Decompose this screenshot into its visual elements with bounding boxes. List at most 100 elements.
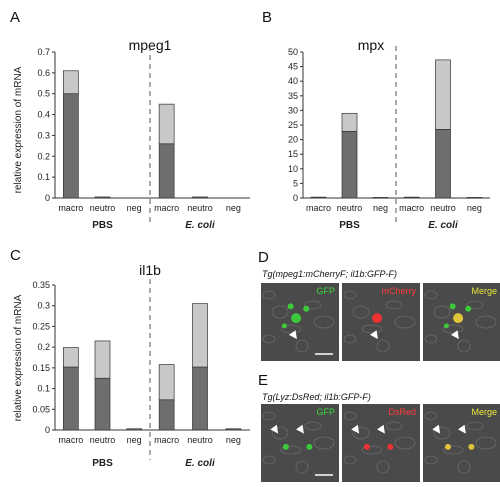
fluorescent-cell	[449, 303, 456, 310]
bar-segment	[94, 196, 111, 199]
x-tick-label: neg	[127, 435, 142, 445]
tissue-texture	[295, 339, 309, 353]
tissue-texture	[394, 436, 416, 450]
arrowhead-icon	[270, 424, 279, 434]
x-tick-label: neg	[127, 203, 142, 213]
chart-mpeg1: mpeg1 relative expression of mRNA 0 0.1 0.…	[13, 37, 250, 231]
y-tick-label: 0.3	[37, 301, 50, 311]
bar-segment	[94, 377, 111, 431]
chart-title: mpeg1	[129, 37, 172, 53]
tissue-texture	[271, 305, 289, 319]
tissue-texture	[457, 339, 471, 353]
x-tick-label: neutro	[187, 203, 213, 213]
y-tick-label: 0.5	[37, 89, 50, 99]
transgenic-title: Tg(mpeg1:mCherryF; il1b:GFP-F)	[262, 269, 397, 279]
tissue-texture	[295, 460, 309, 474]
fluorescent-cell	[465, 305, 472, 312]
y-tick-label: 0.15	[32, 363, 50, 373]
bar-segment	[158, 103, 175, 145]
group-label-pbs: PBS	[339, 220, 360, 231]
arrowhead-icon	[370, 330, 378, 340]
y-tick-label: 40	[288, 76, 298, 86]
tissue-texture	[424, 411, 438, 421]
tissue-texture	[385, 300, 403, 310]
tissue-texture	[442, 324, 464, 334]
group-label-pbs: PBS	[92, 458, 113, 469]
y-tick-label: 10	[288, 164, 298, 174]
tissue-texture	[262, 334, 276, 344]
channel-label: mCherry	[381, 286, 416, 296]
bar-segment	[126, 428, 143, 431]
chart-il1b: il1b relative expression of mRNA 0 0.05 0.…	[13, 262, 250, 469]
arrowhead-icon	[377, 424, 385, 434]
microscopy-panel-e: Tg(Lyz:DsRed; il1b:GFP-F) GFP DsRed Merge	[261, 392, 500, 482]
tissue-texture	[313, 315, 335, 329]
fluorescent-cell	[287, 303, 294, 310]
chart-title: mpx	[358, 37, 384, 53]
fluorescent-cell	[303, 305, 310, 312]
y-tick-label: 0.1	[37, 384, 50, 394]
tissue-texture	[466, 421, 484, 431]
bar-segment	[341, 112, 358, 132]
tissue-texture	[280, 324, 302, 334]
tissue-texture	[361, 324, 383, 334]
panel-letter-d: D	[258, 249, 269, 266]
tissue-texture	[442, 445, 464, 455]
tissue-texture	[352, 305, 370, 319]
tissue-texture	[376, 460, 390, 474]
tissue-texture	[262, 411, 276, 421]
transgenic-title: Tg(Lyz:DsRed; il1b:GFP-F)	[262, 392, 371, 402]
bar-segment	[466, 197, 483, 199]
fluorescent-cell	[443, 323, 449, 329]
x-tick-label: macro	[154, 203, 179, 213]
tissue-texture	[262, 455, 276, 465]
bar-segment	[62, 93, 79, 199]
y-tick-label: 0.3	[37, 130, 50, 140]
fluorescent-cell	[453, 313, 464, 324]
fluorescent-cell	[444, 443, 451, 450]
x-tick-label: neutro	[430, 203, 456, 213]
group-label-ecoli: E. coli	[428, 220, 458, 231]
y-tick-label: 0.05	[32, 404, 50, 414]
channel-label: GFP	[316, 407, 335, 417]
chart-title: il1b	[139, 262, 161, 278]
bar-segment	[372, 197, 389, 199]
fluorescent-cell	[291, 313, 302, 324]
x-tick-label: macro	[58, 203, 83, 213]
y-tick-label: 30	[288, 105, 298, 115]
x-tick-label: macro	[399, 203, 424, 213]
y-tick-label: 35	[288, 91, 298, 101]
chart-mpx: mpx 0 5 10 15 20 25 30 35 40 45 50 macro neutro neg ma…	[288, 37, 490, 231]
group-label-ecoli: E. coli	[185, 458, 215, 469]
tissue-texture	[457, 460, 471, 474]
y-tick-label: 0	[45, 425, 50, 435]
bar-segment	[192, 366, 208, 431]
panel-letter-b: B	[262, 9, 272, 26]
tissue-texture	[433, 426, 451, 440]
tissue-texture	[376, 339, 390, 353]
micrograph-tile	[342, 404, 420, 482]
y-tick-label: 45	[288, 62, 298, 72]
y-tick-label: 0	[45, 193, 50, 203]
tissue-texture	[262, 290, 276, 300]
panel-letter-c: C	[10, 247, 21, 264]
channel-label: DsRed	[388, 407, 416, 417]
bar-segment	[435, 59, 451, 130]
fluorescent-cell	[372, 313, 383, 324]
y-tick-label: 0.6	[37, 68, 50, 78]
x-tick-label: neg	[373, 203, 388, 213]
y-tick-label: 5	[293, 178, 298, 188]
bar-segment	[62, 347, 79, 368]
group-label-pbs: PBS	[92, 220, 113, 231]
tissue-texture	[475, 436, 497, 450]
bar-segment	[158, 143, 175, 199]
tissue-texture	[343, 455, 357, 465]
bar-segment	[158, 399, 175, 431]
y-tick-label: 0.25	[32, 321, 50, 331]
fluorescent-cell	[363, 443, 370, 450]
arrowhead-icon	[451, 330, 459, 340]
y-axis-label: relative expression of mRNA	[13, 294, 24, 421]
tissue-texture	[475, 315, 497, 329]
tissue-texture	[304, 300, 322, 310]
